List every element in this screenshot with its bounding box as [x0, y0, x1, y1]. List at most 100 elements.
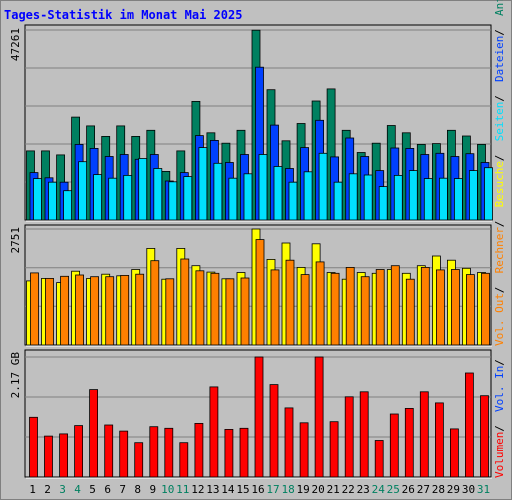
bar-rechner-day-30 [465, 274, 475, 346]
bar-rechner-day-21 [330, 272, 340, 346]
bar-seiten-day-9 [153, 168, 163, 221]
bar-rechner-day-31 [481, 272, 490, 346]
bar-volumen-day-10 [164, 427, 174, 478]
bar-volumen-day-8 [134, 442, 144, 478]
bar-rechner-day-2 [45, 277, 54, 346]
bar-seiten-day-23 [363, 174, 373, 221]
day-label-30: 30 [462, 483, 475, 496]
bar-volumen-day-22 [344, 396, 354, 478]
day-label-29: 29 [447, 483, 460, 496]
bar-seiten-day-16 [258, 154, 268, 221]
bar-rechner-day-6 [105, 276, 115, 346]
bar-seiten-day-6 [108, 177, 118, 221]
day-label-4: 4 [74, 483, 81, 496]
bar-rechner-day-3 [60, 275, 69, 346]
day-label-31: 31 [477, 483, 490, 496]
bar-rechner-day-9 [150, 260, 160, 346]
legend-anfragen: Anfragen [493, 0, 506, 16]
bar-rechner-day-11 [180, 258, 190, 346]
day-label-18: 18 [281, 483, 294, 496]
bar-rechner-day-24 [375, 269, 385, 346]
bar-seiten-day-12 [198, 147, 208, 221]
bar-volumen-day-11 [179, 442, 189, 478]
bar-rechner-day-18 [285, 259, 295, 346]
bar-seiten-day-30 [468, 170, 478, 221]
bar-rechner-day-14 [225, 278, 235, 346]
bar-volumen-day-7 [119, 430, 129, 478]
bar-rechner-day-1 [30, 272, 39, 346]
legend-separator: / [493, 155, 506, 162]
bar-volumen-day-20 [314, 356, 324, 478]
y-max-label-hits: 47261 [9, 28, 22, 61]
day-label-20: 20 [311, 483, 324, 496]
legend-separator: / [493, 425, 506, 432]
bar-seiten-day-20 [318, 152, 328, 221]
bar-seiten-day-25 [393, 174, 403, 221]
bar-rechner-day-22 [345, 266, 355, 346]
day-label-13: 13 [206, 483, 219, 496]
legend-separator: / [493, 287, 506, 294]
bar-rechner-day-13 [210, 272, 220, 346]
bar-seiten-day-29 [453, 178, 463, 221]
bar-rechner-day-19 [300, 274, 310, 346]
bar-seiten-day-18 [288, 181, 298, 221]
bar-volumen-day-23 [359, 391, 369, 478]
bar-rechner-day-17 [270, 269, 280, 346]
day-label-21: 21 [327, 483, 340, 496]
bar-seiten-day-17 [273, 166, 283, 221]
legend-vol-out: Vol. Out [493, 293, 506, 346]
bar-rechner-day-8 [135, 273, 145, 346]
bar-seiten-day-19 [303, 171, 313, 221]
day-label-2: 2 [44, 483, 51, 496]
day-label-14: 14 [221, 483, 235, 496]
legend-dateien: Dateien [493, 36, 506, 82]
bar-seiten-day-8 [138, 158, 148, 221]
bar-rechner-day-29 [450, 269, 460, 346]
bar-rechner-day-10 [165, 278, 175, 346]
day-label-27: 27 [417, 483, 430, 496]
day-label-7: 7 [119, 483, 126, 496]
bar-seiten-day-11 [183, 176, 193, 221]
bar-rechner-day-5 [90, 276, 99, 346]
bar-volumen-day-2 [44, 435, 53, 478]
bar-seiten-day-4 [78, 161, 87, 221]
day-label-22: 22 [342, 483, 355, 496]
bar-rechner-day-16 [255, 239, 265, 346]
bar-volumen-day-26 [404, 407, 414, 478]
legend-separator: / [493, 95, 506, 102]
bar-rechner-day-4 [75, 274, 84, 346]
legend-vol-in: Vol. In [493, 366, 506, 412]
day-label-17: 17 [266, 483, 279, 496]
bar-seiten-day-5 [93, 174, 102, 221]
bar-seiten-day-15 [243, 173, 253, 221]
day-label-9: 9 [149, 483, 156, 496]
day-label-23: 23 [357, 483, 370, 496]
bar-volumen-day-28 [434, 402, 444, 478]
bar-volumen-day-5 [89, 389, 98, 478]
bar-rechner-day-20 [315, 261, 325, 346]
bar-volumen-day-6 [104, 424, 114, 478]
y-max-label-volume: 2.17 GB [9, 352, 22, 399]
bar-rechner-day-15 [240, 277, 250, 346]
bar-rechner-day-12 [195, 270, 205, 346]
legend-rechner: Rechner [493, 227, 506, 274]
bar-volumen-day-16 [254, 356, 264, 478]
legend-besuche: Besuche [493, 161, 506, 207]
legend-volumen: Volumen [493, 432, 506, 478]
bar-volumen-day-1 [29, 416, 38, 478]
legend-seiten: Seiten [493, 102, 506, 142]
legend-separator: / [493, 359, 506, 366]
bar-volumen-day-18 [284, 407, 294, 478]
day-label-28: 28 [432, 483, 445, 496]
day-label-8: 8 [134, 483, 141, 496]
legend-separator: / [493, 221, 506, 228]
day-label-15: 15 [236, 483, 249, 496]
bar-rechner-day-25 [390, 265, 400, 346]
bar-volumen-day-17 [269, 384, 279, 478]
day-label-16: 16 [251, 483, 264, 496]
bar-seiten-day-1 [33, 178, 42, 221]
bar-volumen-day-19 [299, 422, 309, 478]
bar-volumen-day-25 [389, 413, 399, 478]
bar-seiten-day-14 [228, 177, 238, 221]
